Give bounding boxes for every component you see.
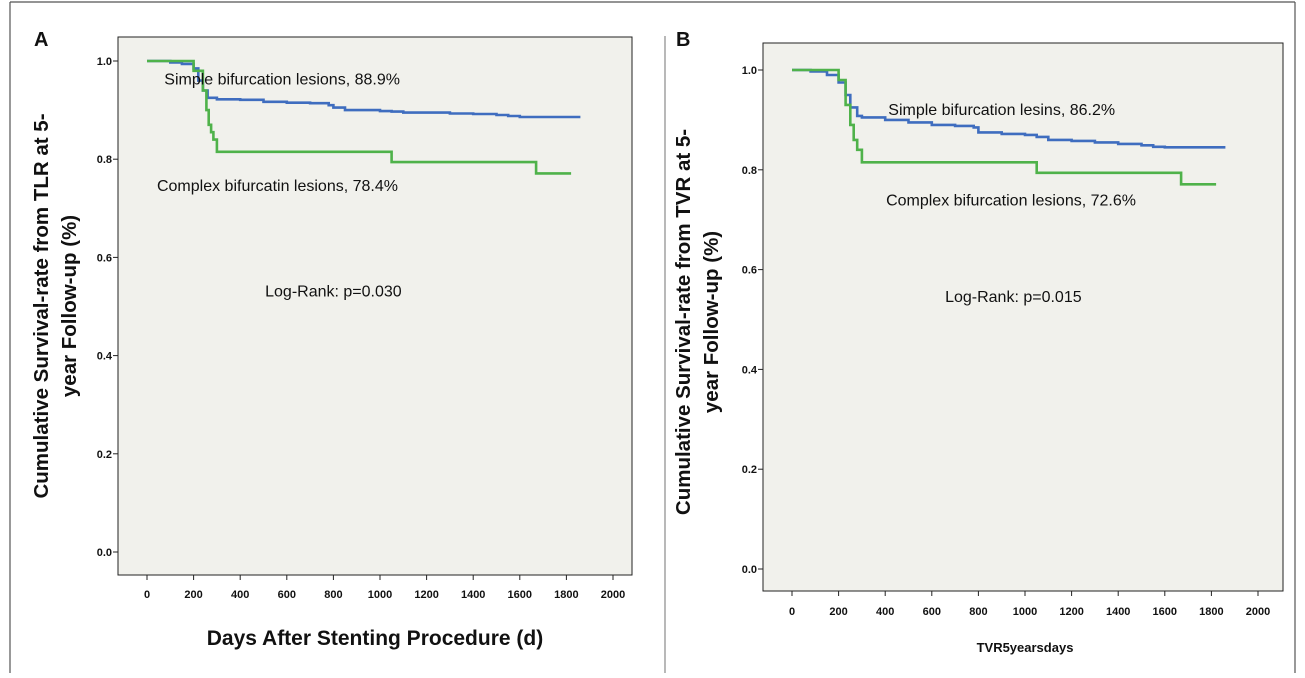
annotation-complex-a: Complex bifurcatin lesions, 78.4% [157,178,398,195]
survival-curve-complex [792,68,1217,186]
annotation-logrank-a: Log-Rank: p=0.030 [265,284,402,301]
annotation-complex-b: Complex bifurcation lesions, 72.6% [886,193,1136,210]
y-tick-label: 0.8 [97,154,112,166]
y-tick-label: 0.0 [742,564,757,576]
x-tick-label: 600 [923,606,941,618]
panel-b: B Cumulative Survival-rate from TVR at 5… [672,29,1284,655]
y-tick-label: 0.6 [742,265,757,277]
x-tick-label: 400 [876,606,894,618]
y-tick-label: 0.2 [97,449,112,461]
y-tick-label: 0.2 [742,464,757,476]
x-tick-label: 1600 [508,589,532,601]
x-tick-label: 1200 [1059,606,1083,618]
y-tick-label: 1.0 [742,65,757,77]
x-tick-label: 1200 [414,589,438,601]
curve-group-b [792,68,1226,186]
y-tick-label: 0.8 [742,165,757,177]
tick-group-a: 0.0 0.2 0.4 0.6 0.8 1.0 0 200 400 600 800 1000 1200 1… [97,56,626,601]
y-tick-label: 0.6 [97,252,112,264]
y-axis-label-b-line2: year Follow-up (%) [700,231,723,413]
x-tick-label: 600 [278,589,296,601]
y-tick-label: 0.0 [97,547,112,559]
x-tick-label: 800 [969,606,987,618]
x-tick-label: 1600 [1153,606,1177,618]
y-tick-label: 0.4 [97,351,113,363]
curve-group-a [147,59,581,175]
panel-a: A Cumulative Survival-rate from TLR at 5… [30,29,633,650]
x-tick-label: 1000 [368,589,392,601]
panel-label-a: A [34,29,48,51]
plot-area-b [762,42,1284,592]
y-axis-label-b-line1: Cumulative Survival-rate from TVR at 5- [672,129,695,515]
y-tick-label: 1.0 [97,56,112,68]
x-tick-label: 2000 [601,589,625,601]
tick-group-b: 0.0 0.2 0.4 0.6 0.8 1.0 0 200 400 600 800 1000 1200 1… [742,65,1271,618]
x-tick-label: 2000 [1246,606,1270,618]
x-tick-label: 0 [789,606,795,618]
x-tick-label: 200 [829,606,847,618]
annotation-simple-b: Simple bifurcation lesins, 86.2% [888,102,1115,119]
x-tick-label: 1800 [1199,606,1223,618]
x-tick-label: 1400 [461,589,485,601]
x-tick-label: 800 [324,589,342,601]
x-axis-label-b: TVR5yearsdays [977,640,1074,655]
plot-area-a [117,36,633,576]
y-axis-label-a-line1: Cumulative Survival-rate from TLR at 5- [30,113,53,498]
survival-curve-simple [147,59,581,119]
annotation-logrank-b: Log-Rank: p=0.015 [945,289,1082,306]
y-axis-label-a-line2: year Follow-up (%) [58,215,81,397]
x-axis-label-a: Days After Stenting Procedure (d) [207,627,543,650]
annotation-simple-a: Simple bifurcation lesions, 88.9% [164,72,400,89]
x-tick-label: 400 [231,589,249,601]
x-tick-label: 0 [144,589,150,601]
x-tick-label: 1400 [1106,606,1130,618]
panel-label-b: B [676,29,690,51]
y-tick-label: 0.4 [742,364,758,376]
x-tick-label: 200 [184,589,202,601]
x-tick-label: 1000 [1013,606,1037,618]
x-tick-label: 1800 [554,589,578,601]
survival-curve-complex [147,59,572,175]
